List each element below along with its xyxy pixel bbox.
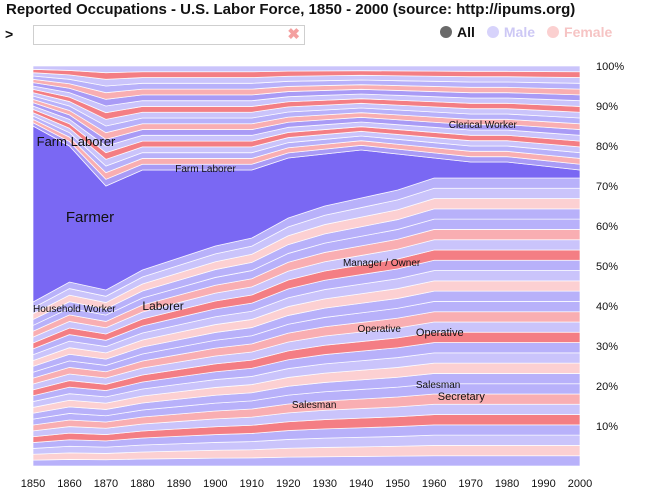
y-tick-label: 40% <box>596 301 618 313</box>
x-tick-label: 1850 <box>21 478 45 490</box>
gender-filter: All Male Female <box>440 24 612 40</box>
filter-all-label: All <box>457 24 475 40</box>
x-tick-label: 1940 <box>349 478 373 490</box>
filter-female-dot-icon <box>547 26 560 38</box>
occupation-label: Salesman <box>416 380 460 391</box>
occupation-label: Laborer <box>142 299 183 313</box>
x-tick-label: 2000 <box>568 478 592 490</box>
x-tick-label: 1860 <box>57 478 81 490</box>
occupation-label: Clerical Worker <box>449 120 518 131</box>
x-tick-label: 1870 <box>94 478 118 490</box>
occupation-label: Household Worker <box>33 304 116 315</box>
x-tick-label: 1980 <box>495 478 519 490</box>
x-tick-label: 1910 <box>240 478 264 490</box>
x-tick-label: 1890 <box>167 478 191 490</box>
filter-male-dot-icon <box>486 26 499 38</box>
filter-female-label: Female <box>564 24 613 40</box>
occupation-label: Farm Laborer <box>37 134 116 149</box>
filter-all-dot-icon <box>440 26 452 38</box>
x-tick-label: 1880 <box>130 478 154 490</box>
filter-all[interactable]: All <box>440 24 475 40</box>
y-tick-label: 10% <box>596 421 618 433</box>
x-tick-label: 1920 <box>276 478 300 490</box>
y-tick-label: 60% <box>596 221 618 233</box>
occupation-label: Operative <box>416 327 464 339</box>
filter-male-label: Male <box>503 24 536 40</box>
x-tick-label: 1970 <box>458 478 482 490</box>
x-tick-label: 1950 <box>385 478 409 490</box>
filter-male[interactable]: Male <box>486 24 536 40</box>
y-tick-label: 50% <box>596 261 618 273</box>
occupation-stream-upper <box>32 65 581 74</box>
y-tick-label: 100% <box>596 61 624 73</box>
occupation-label: Operative <box>358 324 402 335</box>
occupation-label: Secretary <box>438 391 486 403</box>
occupation-label: Salesman <box>292 400 336 411</box>
page-title: Reported Occupations - U.S. Labor Force,… <box>6 1 576 18</box>
search-input[interactable] <box>36 27 280 43</box>
y-tick-label: 20% <box>596 381 618 393</box>
y-tick-label: 70% <box>596 181 618 193</box>
x-tick-label: 1960 <box>422 478 446 490</box>
search-box[interactable]: ✖ <box>33 25 305 45</box>
x-tick-label: 1990 <box>531 478 555 490</box>
y-tick-label: 90% <box>596 101 618 113</box>
search-prompt: > <box>5 26 14 42</box>
occupation-label: Farm Laborer <box>175 164 236 175</box>
filter-female[interactable]: Female <box>547 24 612 40</box>
x-tick-label: 1900 <box>203 478 227 490</box>
occupation-label: Manager / Owner <box>343 258 421 269</box>
y-tick-label: 30% <box>596 341 618 353</box>
clear-icon[interactable]: ✖ <box>287 26 300 43</box>
occupation-label: Farmer <box>66 209 114 226</box>
y-tick-label: 80% <box>596 141 618 153</box>
x-tick-label: 1930 <box>312 478 336 490</box>
